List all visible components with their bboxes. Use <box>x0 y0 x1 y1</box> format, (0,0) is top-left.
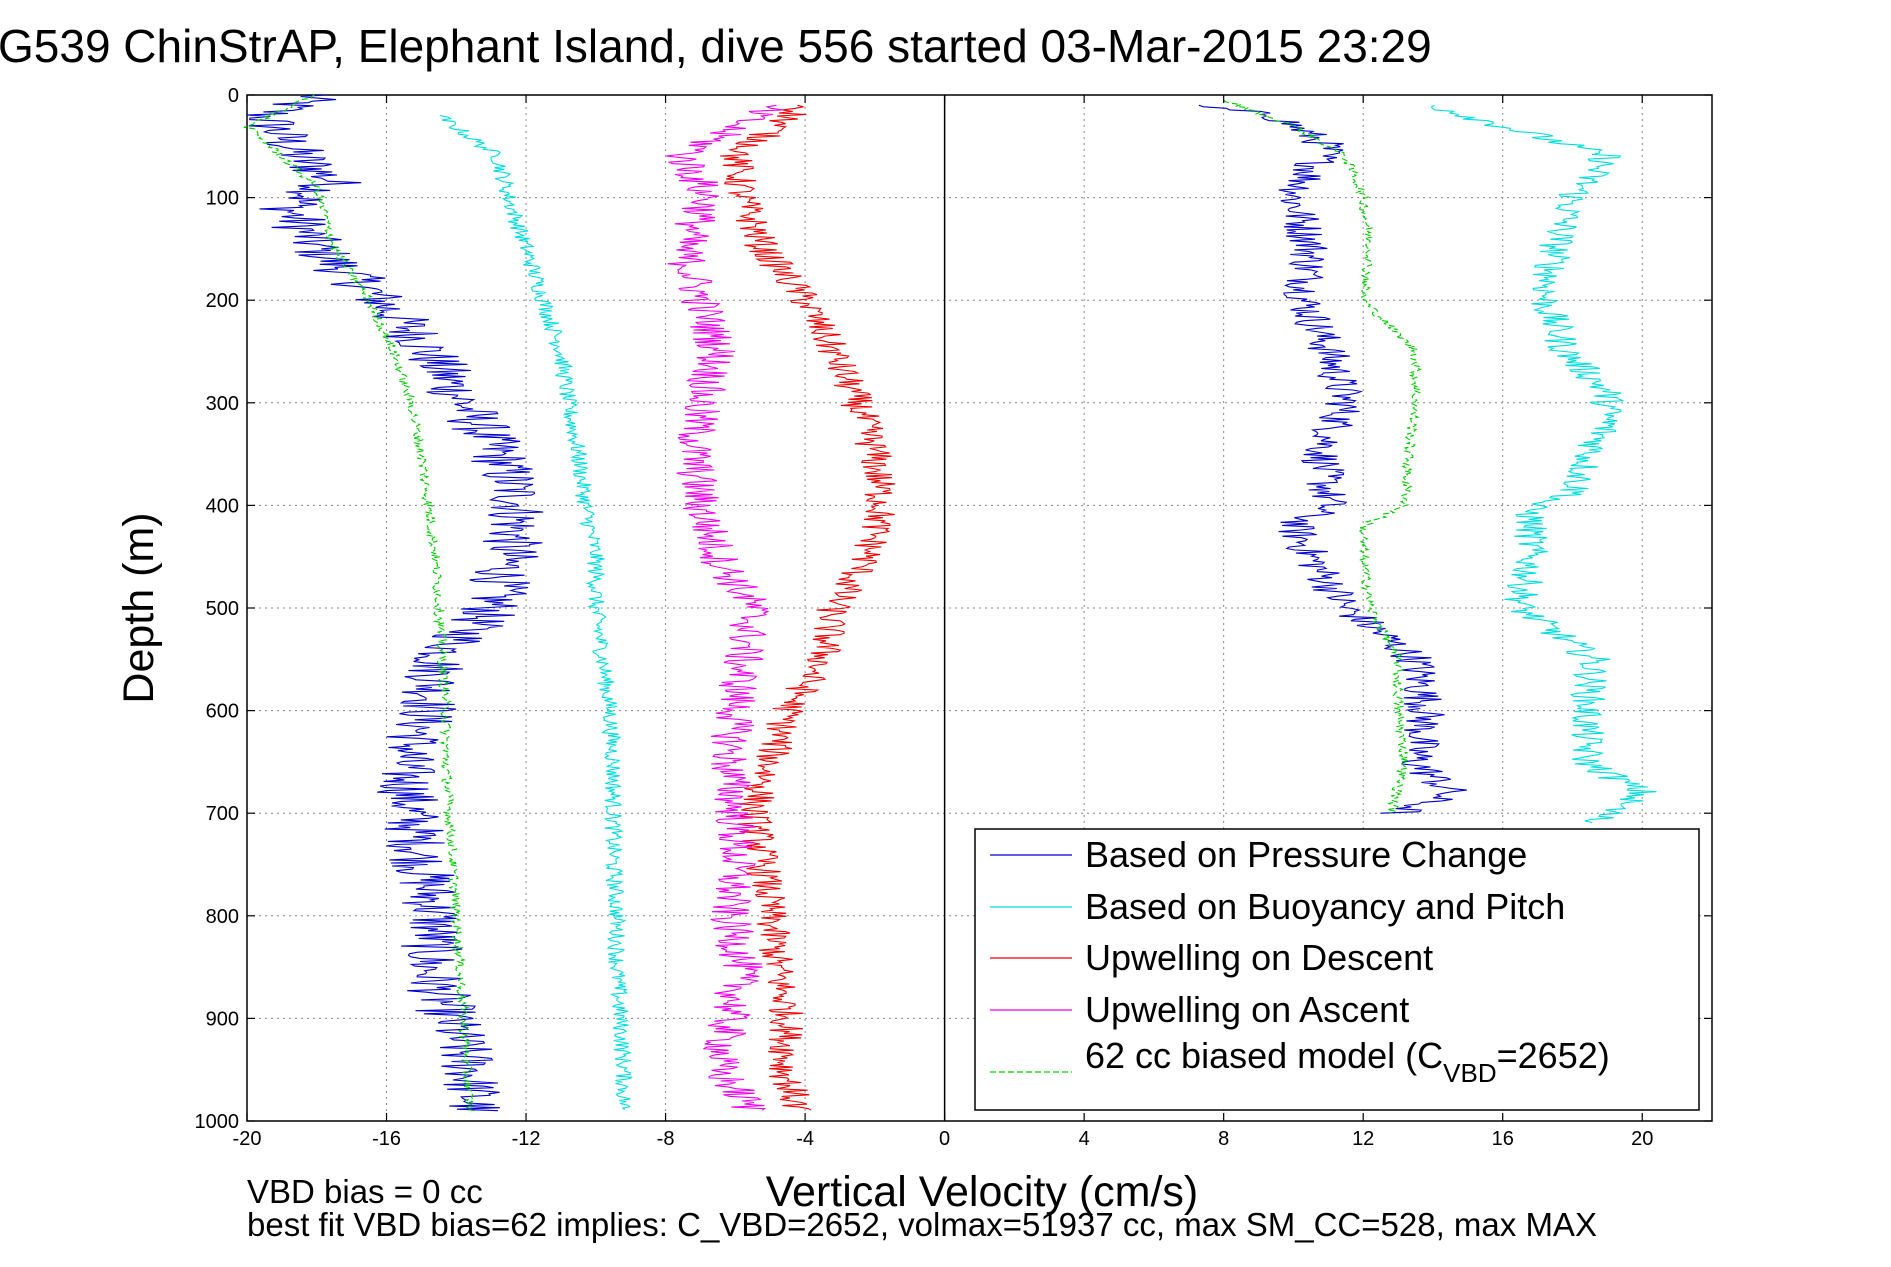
x-tick-label: -12 <box>512 1128 541 1150</box>
x-tick-label: -20 <box>233 1128 262 1150</box>
y-tick-label: 100 <box>206 188 239 210</box>
tick-layer: -20 -16 -12 -8 -4 0 4 8 12 16 20010020030040050060… <box>195 85 1712 1150</box>
y-axis-label: Depth (m) <box>115 512 163 703</box>
x-tick-label: 12 <box>1352 1128 1374 1150</box>
legend: Based on Pressure Change Based on Buoyanc… <box>974 828 1700 1111</box>
series-layer <box>243 94 1657 1112</box>
x-tick-label: 8 <box>1218 1128 1229 1150</box>
x-tick-label: 16 <box>1492 1128 1514 1150</box>
y-tick-label: 500 <box>206 598 239 620</box>
series-line-6 <box>243 94 475 1112</box>
series-line-4 <box>720 104 896 1111</box>
legend-entry-label-3: Upwelling on Ascent <box>1085 989 1409 1030</box>
y-tick-label: 300 <box>206 393 239 415</box>
footer-line2: best fit VBD bias=62 implies: C_VBD=2652… <box>247 1206 1597 1243</box>
series-line-2 <box>439 114 633 1111</box>
legend-entry-model-label: 62 cc biased model (CVBD=2652) <box>1085 1035 1610 1088</box>
y-tick-label: 400 <box>206 495 239 517</box>
x-tick-label: 4 <box>1079 1128 1090 1150</box>
x-tick-label: -16 <box>372 1128 401 1150</box>
legend-model-subscript: VBD <box>1443 1058 1496 1088</box>
x-tick-label: 0 <box>939 1128 950 1150</box>
legend-box <box>974 828 1700 1111</box>
x-tick-label: -8 <box>657 1128 675 1150</box>
legend-entry-label-2: Upwelling on Descent <box>1085 937 1433 978</box>
legend-entries: Based on Pressure Change Based on Buoyanc… <box>990 834 1565 1073</box>
series-line-0 <box>246 94 544 1112</box>
x-tick-label: 20 <box>1631 1128 1653 1150</box>
y-tick-label: 600 <box>206 701 239 723</box>
series-line-5 <box>666 104 783 1111</box>
series-line-1 <box>1198 104 1467 814</box>
y-tick-label: 700 <box>206 803 239 825</box>
y-tick-label: 1000 <box>195 1111 240 1133</box>
legend-model-prefix: 62 cc biased model (C <box>1085 1035 1443 1076</box>
legend-model-suffix: =2652) <box>1497 1035 1610 1076</box>
series-line-3 <box>1430 104 1657 823</box>
series-line-7 <box>1223 99 1422 814</box>
y-tick-label: 200 <box>206 290 239 312</box>
y-tick-label: 800 <box>206 906 239 928</box>
legend-entry-label-1: Based on Buoyancy and Pitch <box>1085 886 1565 927</box>
footer-line1: VBD bias = 0 cc <box>247 1173 483 1210</box>
chart-title: G539 ChinStrAP, Elephant Island, dive 55… <box>0 20 1432 72</box>
y-tick-label: 0 <box>228 85 239 107</box>
x-axis-label: Vertical Velocity (cm/s) <box>766 1168 1199 1216</box>
legend-entry-label-0: Based on Pressure Change <box>1085 834 1527 875</box>
x-tick-label: -4 <box>796 1128 814 1150</box>
y-tick-label: 900 <box>206 1008 239 1030</box>
